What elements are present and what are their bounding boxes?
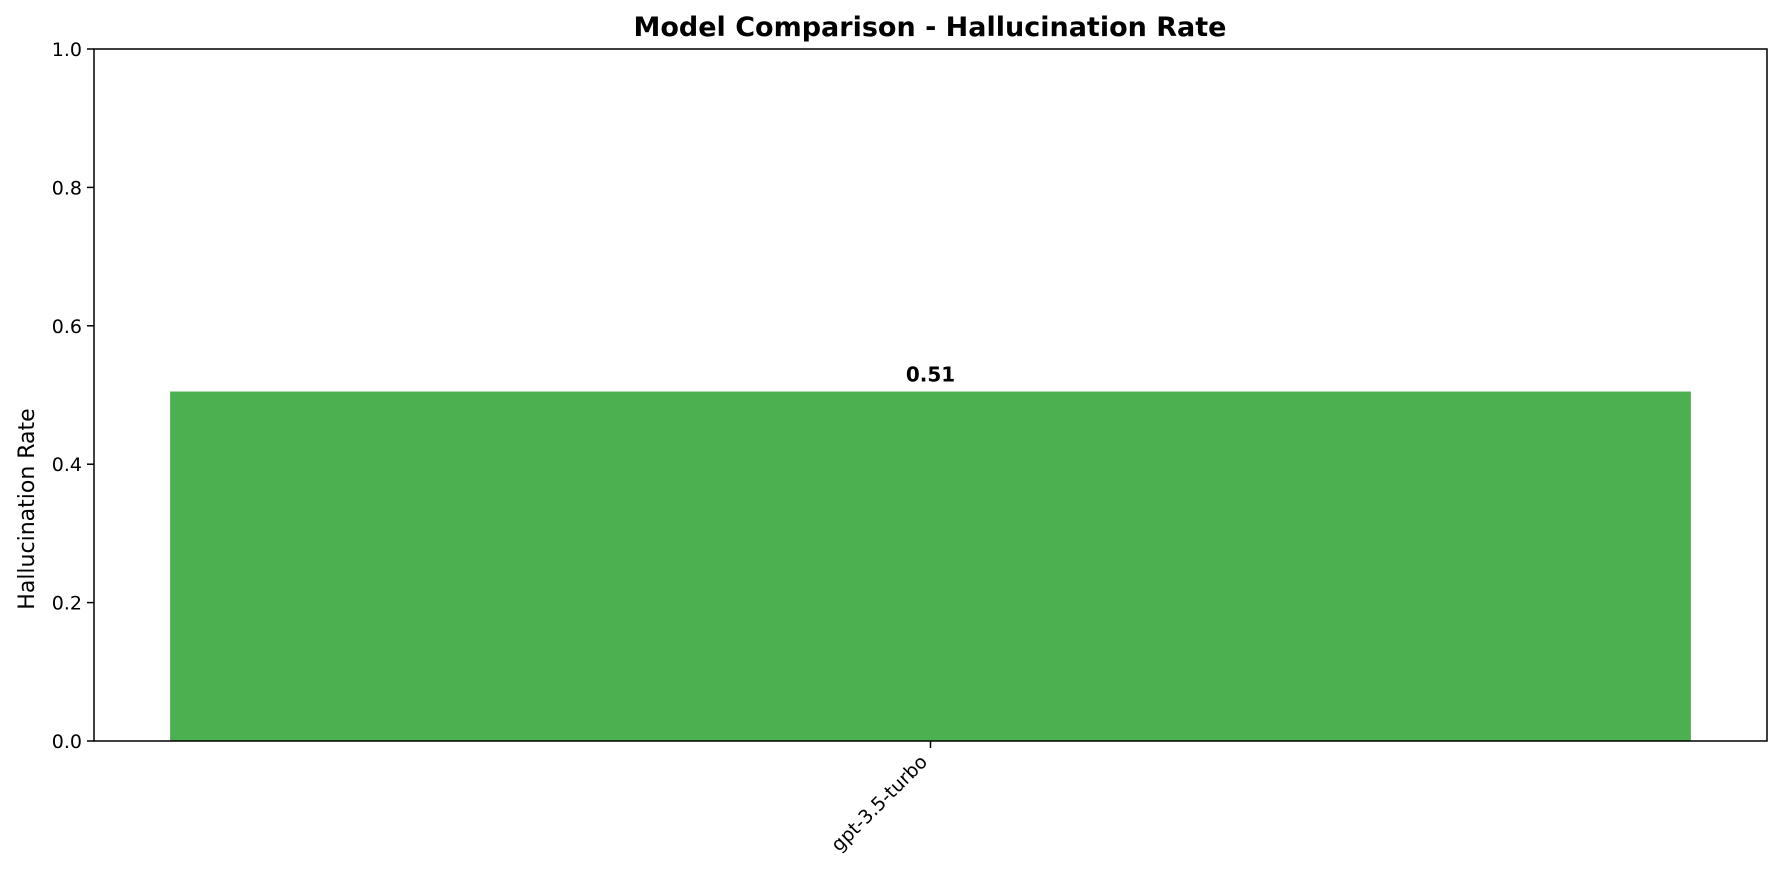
bars	[170, 391, 1691, 741]
y-tick-label: 0.8	[52, 177, 82, 199]
y-tick-label: 1.0	[52, 39, 82, 61]
bar-data-labels: 0.51	[906, 363, 955, 387]
y-tick-label: 0.0	[52, 731, 82, 753]
y-axis-ticks: 0.0 0.2 0.4 0.6 0.8 1.0	[52, 39, 94, 753]
bar-value-label: 0.51	[906, 363, 955, 387]
y-tick-label: 0.2	[52, 593, 82, 615]
y-tick-label: 0.6	[52, 316, 82, 338]
plot-area-frame	[93, 48, 1768, 742]
chart-title: Model Comparison - Hallucination Rate	[634, 12, 1227, 43]
y-tick-label: 0.4	[52, 454, 82, 476]
y-axis-label: Hallucination Rate	[15, 408, 40, 609]
bar-gpt-3.5-turbo	[170, 391, 1691, 741]
